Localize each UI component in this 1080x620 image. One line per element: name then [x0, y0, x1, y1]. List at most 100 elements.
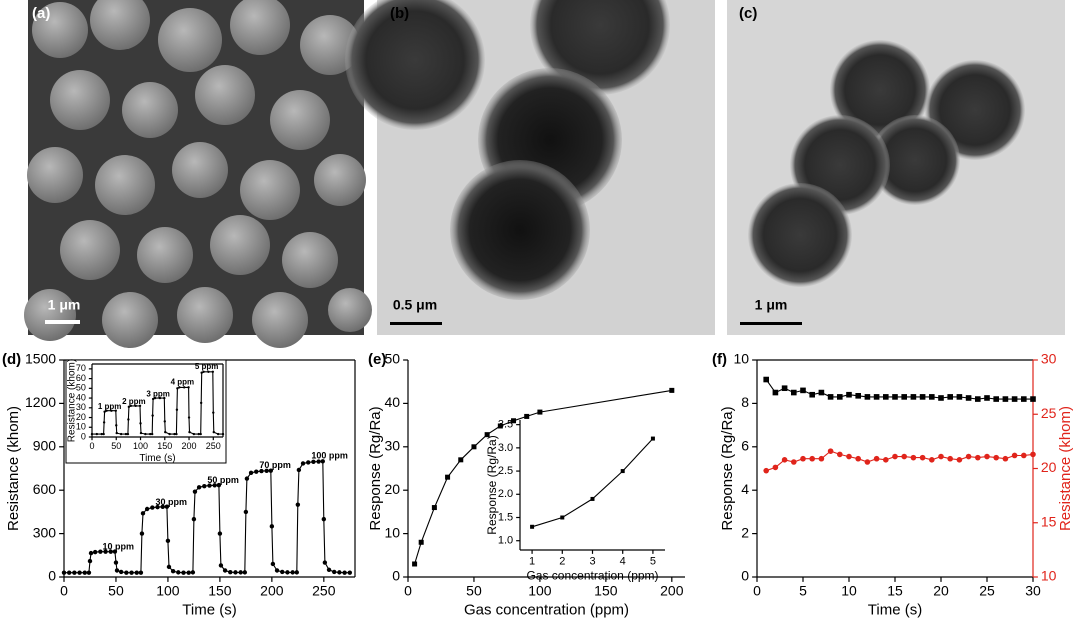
- point: [947, 394, 953, 400]
- x-tick-label: 150: [157, 441, 172, 451]
- x-tick-label: 150: [594, 582, 618, 598]
- y2-tick-label: 20: [1041, 459, 1057, 475]
- series-line: [64, 460, 350, 574]
- point: [1002, 455, 1009, 462]
- point: [92, 549, 98, 555]
- y-tick-label: 70: [76, 363, 86, 373]
- point: [901, 394, 907, 400]
- point: [103, 410, 106, 413]
- point: [818, 389, 825, 396]
- y-axis-label: Response (Rg/Ra): [485, 435, 499, 534]
- point: [212, 483, 217, 488]
- point: [192, 432, 196, 436]
- x-tick-label: 5: [799, 582, 807, 598]
- y-axis-label: Response (Rg/Ra): [367, 406, 384, 530]
- point: [268, 468, 274, 473]
- x-tick-label: 200: [260, 582, 284, 598]
- point: [233, 570, 238, 575]
- point: [300, 461, 306, 466]
- point: [418, 539, 424, 545]
- point: [178, 386, 181, 389]
- point: [294, 570, 299, 575]
- point: [471, 444, 477, 450]
- y-axis-label: Resistance (khom): [67, 359, 78, 442]
- x-tick-label: 4: [620, 555, 626, 567]
- point: [818, 455, 825, 462]
- point: [332, 569, 337, 575]
- series-line: [414, 389, 672, 565]
- annotation: 4 ppm: [171, 378, 195, 387]
- point: [984, 395, 990, 401]
- point: [200, 371, 203, 374]
- point: [892, 394, 898, 400]
- point: [151, 414, 154, 417]
- point: [228, 570, 233, 575]
- y-tick-label: 8: [741, 394, 749, 410]
- point: [212, 411, 215, 414]
- x-tick-label: 5: [650, 555, 656, 567]
- point: [1002, 396, 1009, 402]
- point: [190, 570, 196, 575]
- point: [77, 570, 82, 575]
- x-tick-label: 30: [1025, 582, 1041, 598]
- point: [537, 409, 543, 415]
- point: [855, 455, 861, 462]
- point: [864, 459, 871, 465]
- point: [170, 569, 176, 574]
- point: [86, 570, 92, 575]
- scale-bar-label: 0.5 μm: [393, 297, 437, 313]
- point: [1011, 452, 1018, 459]
- x-tick-label: 0: [753, 582, 761, 598]
- x-tick-label: 100: [133, 441, 148, 451]
- point: [218, 563, 224, 568]
- panel-label: (d): [2, 351, 21, 368]
- point: [883, 394, 889, 400]
- point: [186, 570, 191, 575]
- point: [134, 404, 137, 408]
- point: [100, 432, 103, 436]
- point: [150, 505, 155, 510]
- point: [264, 468, 269, 474]
- point: [108, 549, 113, 554]
- point: [110, 409, 113, 412]
- point: [124, 432, 128, 436]
- point: [295, 502, 301, 507]
- point: [127, 418, 130, 421]
- point: [781, 457, 788, 463]
- x-tick-label: 50: [108, 582, 124, 598]
- y-tick-label: 40: [76, 392, 86, 402]
- point: [1030, 396, 1036, 402]
- point: [800, 387, 806, 394]
- point: [259, 468, 264, 474]
- panel-label: (f): [712, 351, 727, 368]
- y-tick-label: 0: [48, 568, 56, 584]
- point: [72, 570, 77, 575]
- point: [114, 409, 117, 412]
- y-tick-label: 2.0: [498, 488, 513, 500]
- y-axis-label: Response (Rg/Ra): [719, 406, 736, 530]
- point: [919, 454, 926, 461]
- point: [144, 506, 150, 512]
- point: [956, 394, 963, 400]
- y-tick-label: 0: [741, 568, 749, 584]
- y-tick-label: 1200: [25, 394, 56, 410]
- point: [772, 389, 779, 396]
- point: [975, 396, 981, 402]
- point: [855, 393, 861, 399]
- annotation: 5 ppm: [195, 362, 219, 371]
- x-tick-label: 3: [589, 555, 595, 567]
- point: [181, 570, 186, 575]
- point: [166, 564, 172, 570]
- x-tick-label: 0: [60, 582, 68, 598]
- y-tick-label: 10: [385, 524, 401, 540]
- point: [138, 570, 144, 575]
- point: [883, 457, 889, 463]
- point: [560, 515, 565, 520]
- point: [497, 423, 503, 429]
- y-tick-label: 6: [741, 438, 749, 454]
- chart-panel: 1 2 3 4 5 1.0 1.5 2.0 2.5 3.0 3.5 Gas concentration…: [485, 419, 665, 583]
- point: [445, 474, 451, 480]
- x-axis-label: Time (s): [139, 453, 175, 464]
- point: [216, 482, 222, 488]
